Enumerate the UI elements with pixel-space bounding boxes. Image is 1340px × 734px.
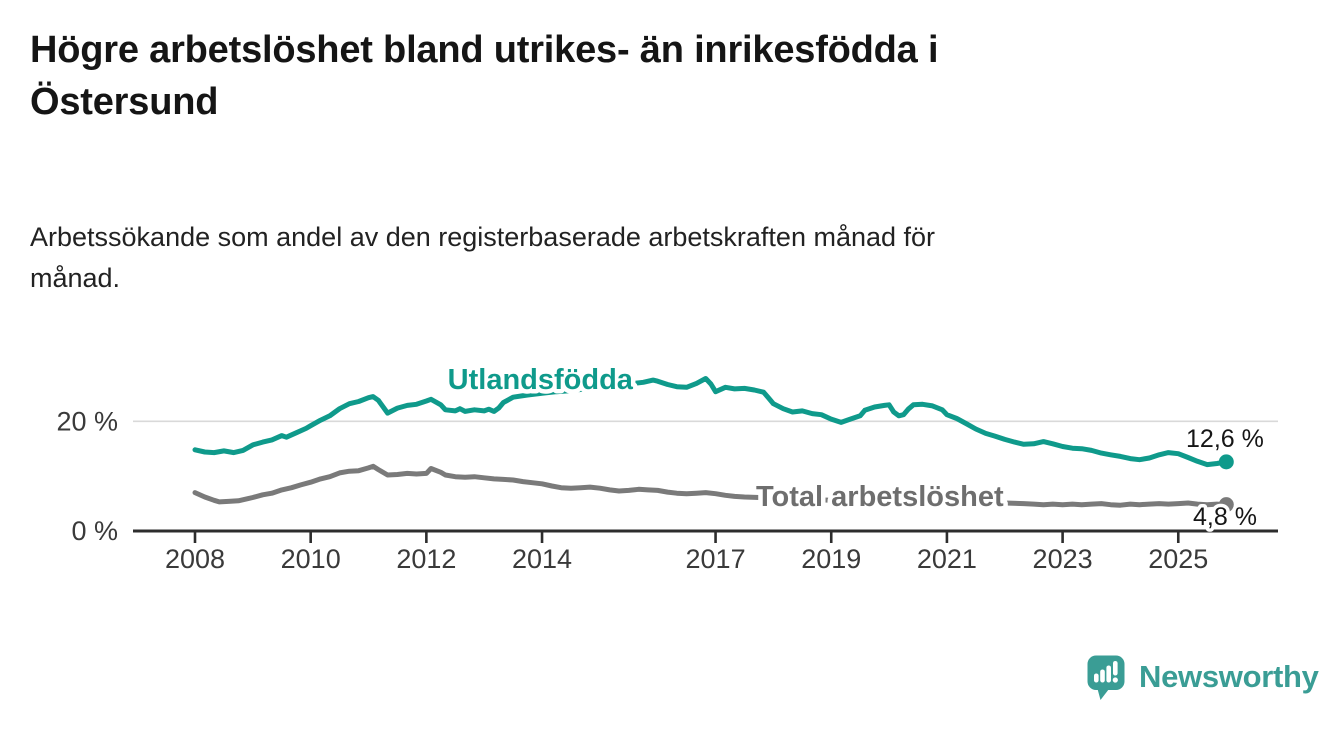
x-tick-label-2025: 2025 — [1148, 544, 1208, 574]
chart-description: Arbetssökande som andel av den registerb… — [30, 222, 936, 293]
newsworthy-logo-text: Newsworthy — [1139, 659, 1319, 694]
x-tick-label-2021: 2021 — [917, 544, 977, 574]
x-tick-label-2014: 2014 — [512, 544, 572, 574]
exclamation-bar — [1113, 660, 1118, 675]
x-tick-label-2017: 2017 — [686, 544, 746, 574]
end-dot-total — [1218, 497, 1234, 513]
x-tick-label-2012: 2012 — [396, 544, 456, 574]
newsworthy-logo: Newsworthy — [1086, 652, 1319, 702]
series-line-utlandsfodda — [192, 376, 1229, 468]
x-tick-label-2008: 2008 — [165, 544, 225, 574]
exclamation-dot — [1112, 676, 1118, 683]
end-dot-utlandsfodda — [1218, 454, 1234, 470]
end-value-label-total: 4,8 % — [1193, 503, 1257, 531]
y-tick-label-20: 20 % — [56, 406, 118, 436]
x-tick-label-2019: 2019 — [801, 544, 861, 574]
bar-tall — [1106, 665, 1111, 682]
x-tick-label-2023: 2023 — [1033, 544, 1093, 574]
series-label-total: Total arbetslöshet — [756, 481, 1004, 513]
bar-small — [1094, 673, 1099, 682]
bar-medium — [1100, 669, 1105, 682]
x-tick-label-2010: 2010 — [281, 544, 341, 574]
series-label-utlandsfodda: Utlandsfödda — [448, 364, 634, 396]
series-line-total — [192, 463, 1229, 508]
speech-bubble-tail — [1097, 686, 1111, 700]
page-title: Högre arbetslöshet bland utrikes- än inr… — [30, 29, 939, 124]
unemployment-line-chart: 2008 2010 2012 2014 2017 2019 2021 2023 2025 0 % 2… — [56, 363, 1278, 574]
end-value-label-utlandsfodda: 12,6 % — [1186, 425, 1264, 453]
newsworthy-logo-icon — [1087, 655, 1125, 700]
y-tick-label-0: 0 % — [71, 516, 118, 546]
